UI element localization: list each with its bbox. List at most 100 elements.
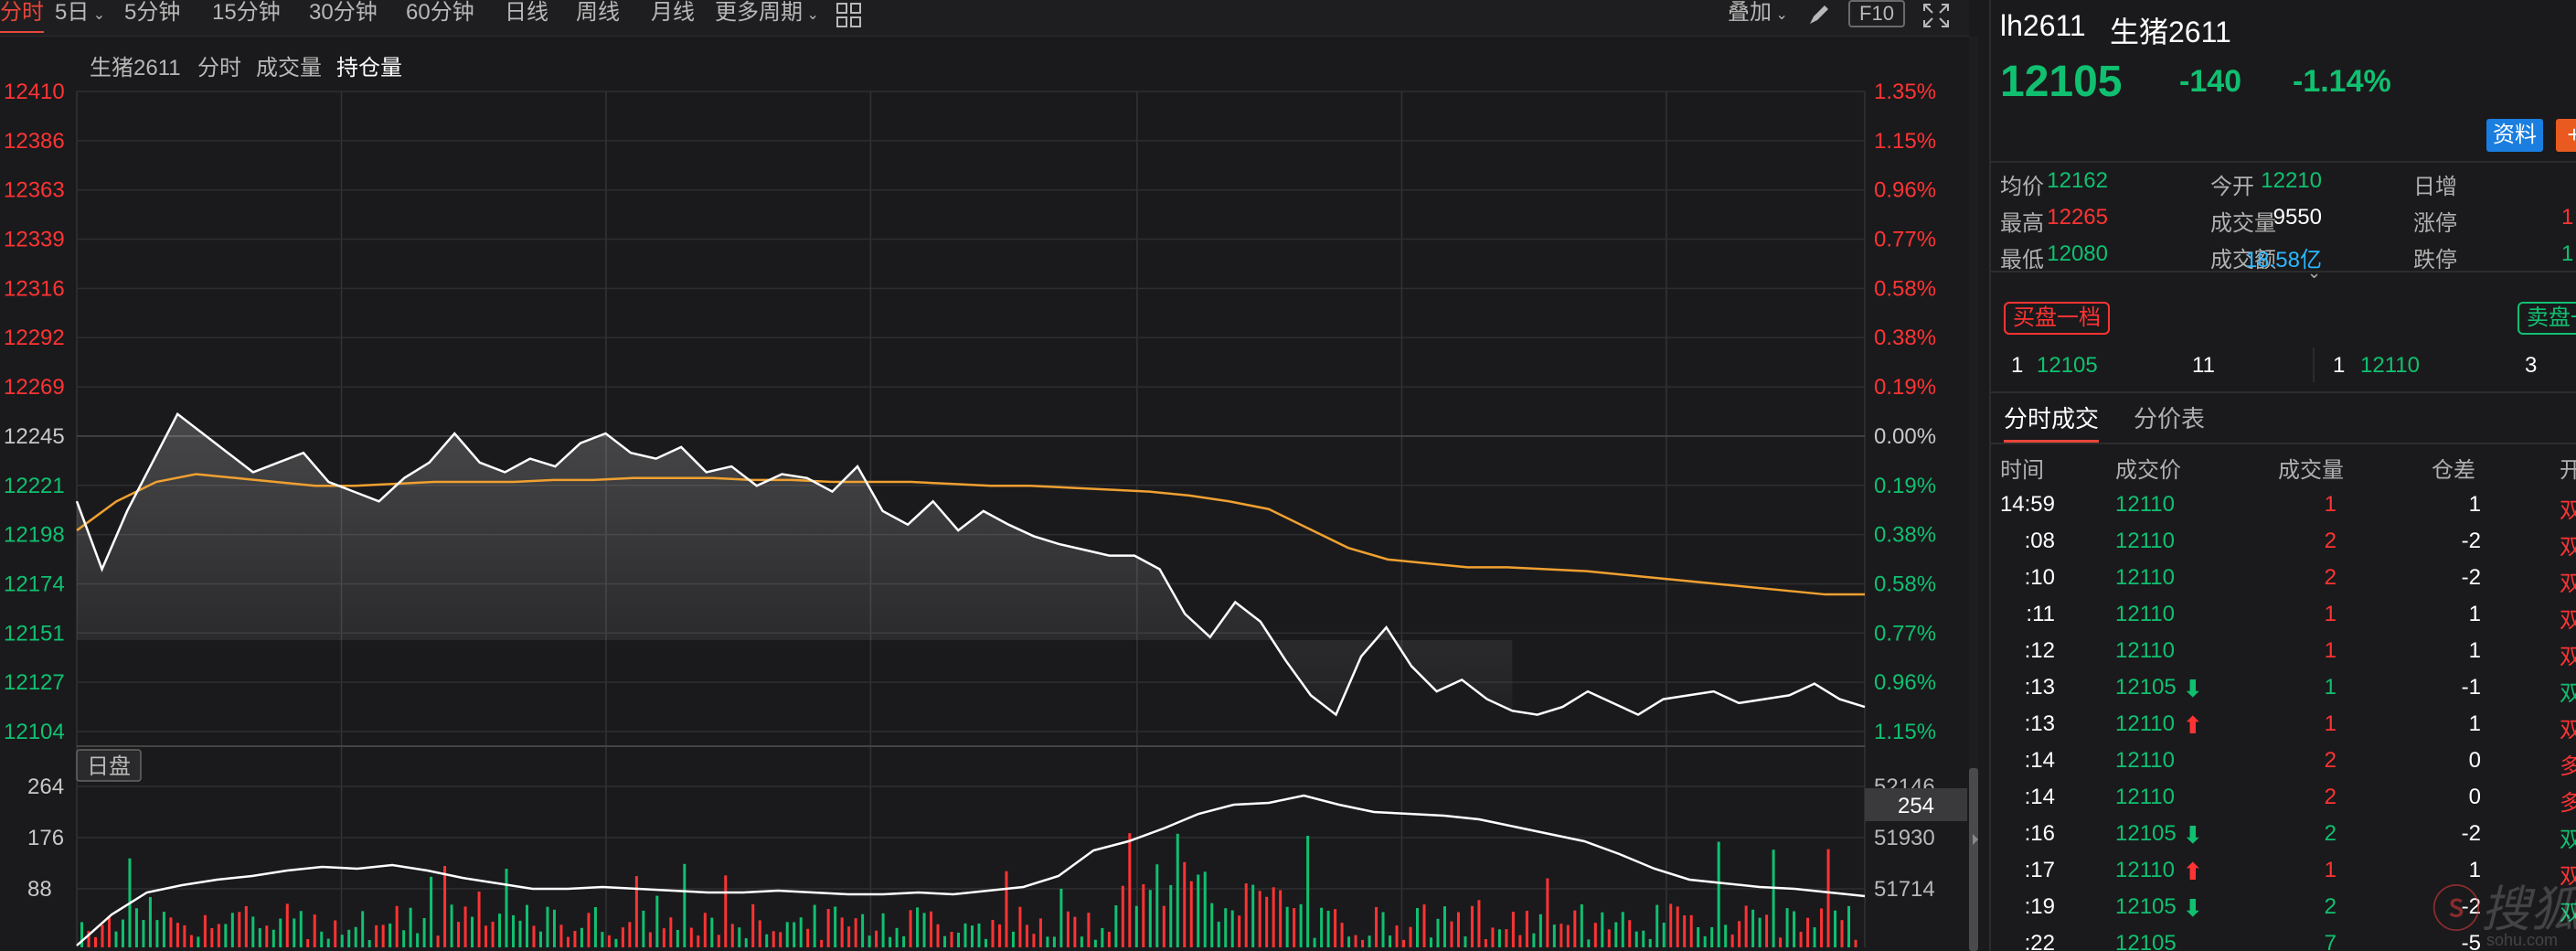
trade-open-flag: 双 bbox=[2560, 864, 2576, 889]
volume-bar bbox=[697, 935, 700, 947]
period-60min[interactable]: 60分钟 bbox=[406, 0, 474, 25]
volume-bar bbox=[1244, 883, 1248, 947]
grid-icon[interactable] bbox=[836, 2, 863, 34]
trade-volume: 2 bbox=[2324, 748, 2336, 773]
sub-chart-label: 日盘 bbox=[87, 754, 131, 779]
add-watchlist-button[interactable]: + bbox=[2556, 119, 2576, 152]
volume-bar bbox=[607, 935, 611, 947]
fullscreen-icon[interactable] bbox=[1921, 2, 1951, 34]
volume-bar bbox=[1703, 935, 1707, 947]
trade-oi-change: -1 bbox=[2461, 675, 2481, 700]
intraday-chart[interactable]: 12410 12386 12363 12339 12316 12292 12269 12245… bbox=[0, 0, 1989, 951]
chart-tab-intraday[interactable]: 分时 bbox=[197, 56, 241, 80]
trade-price: 12110 bbox=[2115, 565, 2175, 590]
period-5min[interactable]: 5分钟 bbox=[124, 0, 181, 25]
volume-bar bbox=[1148, 890, 1152, 947]
volume-bar bbox=[409, 907, 412, 947]
volume-bar bbox=[922, 913, 926, 947]
tab-time-sales[interactable]: 分时成交 bbox=[2004, 401, 2100, 443]
volume-bar bbox=[1326, 911, 1330, 947]
trade-price: 12110 bbox=[2115, 748, 2175, 773]
volume-bar bbox=[1080, 936, 1083, 947]
volume-bar bbox=[477, 892, 481, 947]
volume-bar bbox=[1559, 924, 1563, 947]
trade-open-flag: 多 bbox=[2560, 791, 2576, 816]
chevron-down-icon[interactable]: ⌄ bbox=[2307, 263, 2322, 282]
period-daily[interactable]: 日线 bbox=[505, 0, 548, 25]
period-30min[interactable]: 30分钟 bbox=[309, 0, 378, 25]
trade-row: :14 12110 2 0 多 bbox=[1991, 779, 2576, 816]
period-intraday[interactable]: 分时 bbox=[0, 0, 44, 37]
volume-bar bbox=[977, 923, 981, 947]
volume-bar bbox=[1758, 917, 1762, 947]
buy-level-label[interactable]: 买盘一档 bbox=[2004, 302, 2110, 335]
volume-bar bbox=[1272, 887, 1275, 947]
trade-row: :12 12110 1 1 双 bbox=[1991, 633, 2576, 669]
pen-icon[interactable] bbox=[1806, 2, 1830, 32]
volume-bar bbox=[334, 920, 337, 947]
volume-bar bbox=[1142, 884, 1145, 947]
percent-tick-label: 0.38% bbox=[1874, 523, 1936, 548]
volume-bar bbox=[1251, 884, 1255, 947]
tab-price-table[interactable]: 分价表 bbox=[2134, 405, 2206, 433]
info-button[interactable]: 资料 bbox=[2486, 119, 2543, 152]
volume-bar bbox=[450, 904, 453, 947]
volume-bar bbox=[93, 936, 97, 947]
period-monthly[interactable]: 月线 bbox=[651, 0, 695, 25]
volume-bar bbox=[1497, 929, 1501, 947]
volume-bar bbox=[984, 938, 987, 947]
price-area bbox=[77, 413, 1513, 715]
volume-bar bbox=[1046, 936, 1049, 947]
volume-bar bbox=[306, 939, 310, 947]
trade-open-flag: 双 bbox=[2560, 681, 2576, 706]
volume-bar bbox=[1573, 910, 1577, 947]
volume-bar bbox=[491, 921, 495, 947]
volume-bar bbox=[730, 924, 734, 947]
volume-bar bbox=[1607, 929, 1611, 947]
volume-bar bbox=[1032, 934, 1036, 947]
arrow-up-icon: ⬆ bbox=[2183, 711, 2203, 739]
trade-row: :17 12110 ⬆ 1 1 双 bbox=[1991, 852, 2576, 889]
volume-bar bbox=[367, 939, 371, 947]
chart-tab-symbol[interactable]: 生猪2611 bbox=[90, 56, 181, 80]
arrow-up-icon: ⬆ bbox=[2183, 858, 2203, 885]
average-price-line bbox=[76, 473, 1865, 596]
trade-price: 12110 bbox=[2115, 602, 2175, 626]
f10-button[interactable]: F10 bbox=[1848, 0, 1905, 27]
volume-bar bbox=[1655, 904, 1659, 947]
volume-bar bbox=[642, 910, 645, 947]
volume-bar bbox=[1073, 916, 1077, 947]
stat-label: 最低 bbox=[2000, 248, 2044, 272]
volume-bar bbox=[1724, 924, 1728, 947]
volume-bar bbox=[1011, 931, 1015, 947]
volume-bar bbox=[813, 904, 816, 947]
sell-price: 12110 bbox=[2360, 353, 2420, 378]
volume-bar bbox=[895, 927, 899, 947]
period-weekly[interactable]: 周线 bbox=[576, 0, 620, 25]
volume-bar bbox=[463, 906, 467, 947]
price-tick-label: 12151 bbox=[4, 621, 65, 646]
period-15min[interactable]: 15分钟 bbox=[212, 0, 281, 25]
price-area-fill bbox=[77, 413, 1513, 715]
divider bbox=[2313, 347, 2315, 382]
volume-bar bbox=[1128, 833, 1132, 947]
price-tick-label: 12410 bbox=[4, 80, 65, 104]
chart-tab-volume[interactable]: 成交量 bbox=[256, 56, 322, 80]
trade-row: 14:59 12110 1 1 双 bbox=[1991, 486, 2576, 523]
overlay-menu[interactable]: 叠加 ⌄ bbox=[1728, 0, 1788, 37]
scrollbar[interactable] bbox=[1969, 37, 1978, 951]
period-5day[interactable]: 5日 ⌄ bbox=[55, 0, 105, 37]
trade-volume: 2 bbox=[2324, 785, 2336, 809]
trade-open-flag: 双 bbox=[2560, 718, 2576, 743]
volume-bar bbox=[114, 931, 118, 947]
current-volume-badge: 254 bbox=[1865, 788, 1967, 821]
volume-bar bbox=[1422, 904, 1426, 947]
col-header-volume: 成交量 bbox=[2278, 458, 2344, 483]
volume-bar bbox=[628, 922, 632, 947]
volume-bar bbox=[101, 924, 104, 947]
period-more[interactable]: 更多周期 ⌄ bbox=[715, 0, 819, 37]
volume-bar bbox=[868, 935, 871, 947]
chart-tab-open-interest[interactable]: 持仓量 bbox=[336, 56, 402, 80]
volume-bar bbox=[593, 906, 597, 947]
sell-level-label[interactable]: 卖盘一 bbox=[2517, 302, 2576, 335]
